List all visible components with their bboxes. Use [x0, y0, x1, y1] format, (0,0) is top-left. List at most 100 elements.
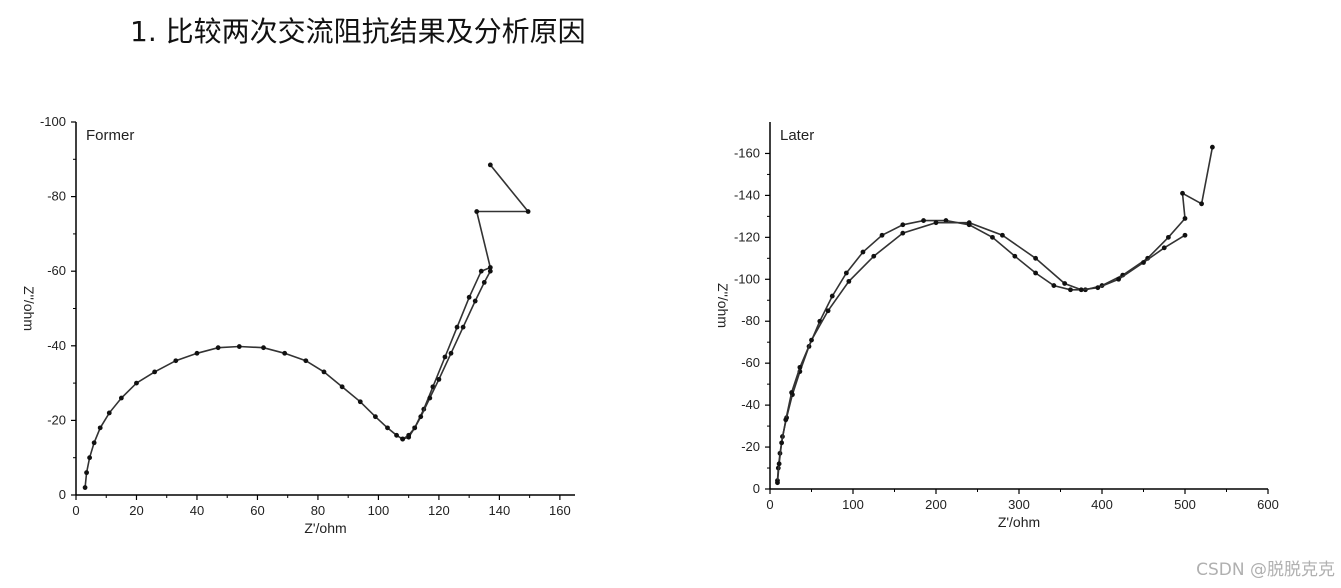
x-tick-label: 300: [1008, 497, 1030, 512]
data-point: [943, 218, 949, 223]
data-point: [400, 436, 406, 442]
x-tick-label: 60: [250, 503, 264, 518]
data-point: [1078, 287, 1084, 293]
data-point: [809, 337, 814, 343]
data-point: [134, 380, 139, 386]
data-point: [373, 414, 378, 420]
x-axis-label: Z'/ohm: [998, 514, 1040, 530]
data-point: [1182, 216, 1188, 221]
data-point: [1051, 283, 1057, 288]
data-point: [282, 350, 288, 356]
y-tick-label: -80: [47, 189, 66, 204]
data-point: [900, 230, 906, 236]
x-tick-label: 600: [1257, 497, 1279, 512]
y-tick-label: -100: [734, 271, 760, 286]
data-point: [487, 162, 493, 168]
x-tick-label: 120: [428, 503, 450, 518]
data-point: [1095, 285, 1101, 291]
data-point: [921, 218, 926, 223]
x-tick-label: 100: [842, 497, 864, 512]
data-point: [525, 209, 531, 214]
x-tick-label: 400: [1091, 497, 1113, 512]
data-point: [879, 232, 885, 238]
y-tick-label: -120: [734, 229, 760, 244]
y-tick-label: -60: [47, 263, 66, 278]
data-point: [436, 376, 442, 382]
data-point: [487, 268, 493, 274]
data-point: [321, 369, 327, 375]
data-point: [87, 455, 93, 461]
data-point: [990, 234, 995, 240]
data-point: [481, 279, 487, 285]
data-point: [1180, 190, 1185, 196]
x-tick-label: 0: [766, 497, 773, 512]
data-point: [860, 249, 866, 255]
x-tick-label: 0: [72, 503, 79, 518]
watermark: CSDN @脱脱克克: [1196, 560, 1335, 580]
y-tick-label: 0: [753, 481, 760, 496]
data-point: [900, 222, 906, 228]
data-point: [779, 440, 785, 446]
chart-title: Former: [86, 127, 134, 144]
data-point: [843, 270, 849, 276]
y-tick-label: -140: [734, 187, 760, 202]
data-point: [84, 470, 89, 476]
y-tick-label: -100: [40, 114, 66, 129]
data-point: [215, 345, 221, 351]
y-tick-label: 0: [59, 487, 66, 502]
data-point: [797, 364, 803, 370]
x-tick-label: 500: [1174, 497, 1196, 512]
data-point: [1141, 260, 1146, 265]
x-tick-label: 40: [190, 503, 204, 518]
x-tick-label: 100: [368, 503, 390, 518]
data-point: [966, 220, 972, 226]
y-axis-label: Z''/ohm: [715, 283, 731, 328]
data-point: [1012, 253, 1018, 259]
data-point: [1062, 281, 1068, 286]
data-point: [472, 298, 478, 304]
data-point: [460, 324, 466, 330]
data-point: [152, 369, 158, 375]
data-point: [261, 345, 266, 351]
data-point: [933, 220, 939, 226]
series-line: [776, 147, 1214, 481]
data-point: [118, 395, 124, 401]
x-tick-label: 200: [925, 497, 947, 512]
data-point: [1000, 232, 1005, 238]
x-tick-label: 20: [129, 503, 143, 518]
x-tick-label: 140: [489, 503, 511, 518]
y-tick-label: -80: [741, 313, 760, 328]
x-tick-label: 80: [311, 503, 325, 518]
data-point: [1161, 245, 1167, 251]
data-point: [448, 350, 454, 356]
data-point: [1199, 201, 1204, 207]
data-point: [91, 440, 97, 446]
data-point: [487, 265, 493, 270]
x-tick-label: 160: [549, 503, 571, 518]
chart-title: Later: [780, 127, 814, 144]
data-point: [454, 324, 460, 330]
data-point: [466, 294, 472, 300]
data-point: [789, 390, 794, 395]
data-point: [825, 308, 831, 314]
data-point: [871, 253, 877, 259]
data-point: [442, 354, 448, 360]
data-point: [357, 399, 363, 405]
data-point: [385, 425, 390, 431]
data-point: [776, 461, 782, 467]
y-tick-label: -160: [734, 145, 760, 160]
data-point: [82, 485, 88, 490]
data-point: [474, 209, 480, 214]
nyquist-chart-former: 0 20 40 60 80 100 120 140 160 0 -20 -40 -60 -80 -100 Fo…: [21, 114, 575, 536]
data-point: [418, 414, 424, 420]
nyquist-chart-later: 0 100 200 300 400 500 600 0 -20 -40 -60 -80 -100 -120…: [715, 122, 1279, 530]
data-point: [412, 425, 418, 431]
y-tick-label: -60: [741, 355, 760, 370]
data-point: [1182, 232, 1188, 238]
data-point: [1166, 234, 1171, 240]
data-point: [236, 344, 242, 349]
data-point: [1033, 270, 1038, 276]
x-axis-label: Z'/ohm: [304, 520, 346, 536]
data-point: [406, 432, 412, 438]
data-point: [106, 410, 112, 416]
